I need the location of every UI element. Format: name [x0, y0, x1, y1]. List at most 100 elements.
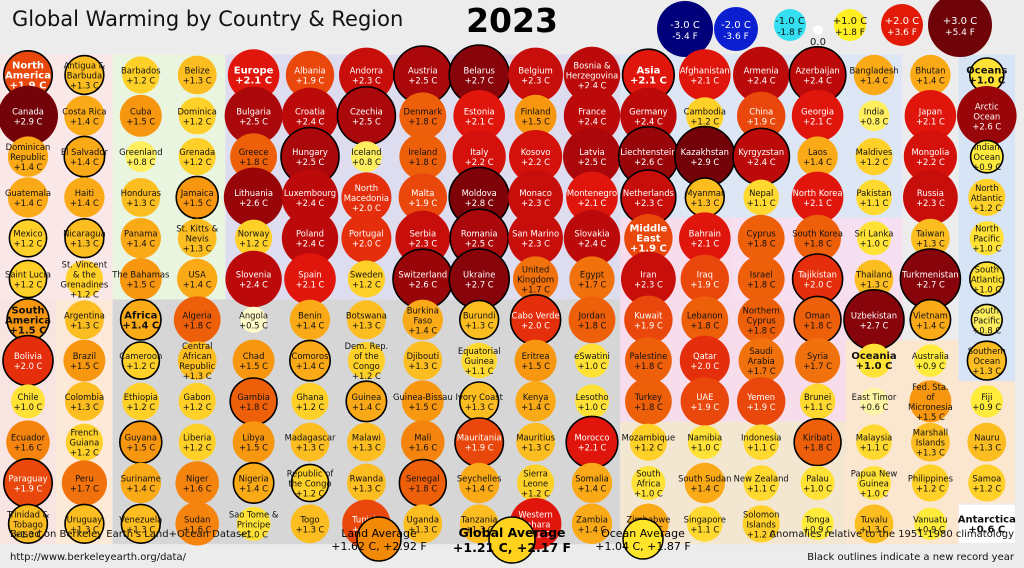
bubble-greenland: Greenland+0.8 C [119, 141, 163, 173]
bubble-circle [856, 424, 892, 461]
bubble-circle [968, 178, 1006, 216]
bubble-label: Sri Lanka [855, 229, 894, 239]
bubble-label: Bosnia & [573, 61, 611, 71]
bubble-label: Bahrain [689, 229, 721, 239]
bubble-afghanistan: Afghanistan+2.1 C [679, 49, 731, 101]
legend-circle [881, 4, 923, 46]
bubble-label: Brazil [73, 351, 96, 361]
bubble-value: +1.0 C [803, 484, 832, 494]
bubble-label: Croatia [295, 106, 325, 116]
bubble-tuvalu: Tuvalu+1.3 C [854, 504, 894, 544]
bubble-circle [914, 507, 947, 540]
bubble-new-zealand: New Zealand+1.1 C [734, 465, 789, 501]
bubble-label: Ocean [973, 152, 1000, 162]
bubble-value: +1.4 C [690, 484, 719, 494]
bubble-label: Afghanistan [680, 66, 730, 76]
bubble-circle [351, 141, 382, 173]
bubble-label: Italy [470, 147, 488, 157]
bubble-mozambique: Mozambique+1.2 C [622, 423, 675, 461]
bubble-gabon: Gabon+1.2 C [178, 382, 216, 420]
bubble-dominica: Dominica+1.2 C [177, 97, 217, 135]
bubble-label: Papua New [851, 469, 898, 479]
bubble-label: Africa [124, 310, 157, 321]
bubble-label: Qatar [693, 351, 717, 361]
legend-circle [657, 1, 713, 57]
bubble-nepal: Nepal+1.1 C [743, 179, 779, 216]
bubble-value: +0.8 C [126, 157, 155, 167]
bubble-turkey: Turkey+1.8 C [625, 378, 672, 425]
bubble-circle [733, 46, 790, 104]
bubble-value: +1.4 C [70, 198, 99, 208]
bubble-label: Netherlands [623, 188, 674, 198]
bubble-circle [177, 218, 217, 258]
bubble-label: Chad [243, 351, 265, 361]
bubble-costa-rica: Costa Rica+1.4 C [62, 95, 107, 136]
bubble-value: +1.3 C [14, 529, 43, 539]
bubble-mexico: Mexico+1.2 C [8, 218, 48, 258]
bubble-label: Algeria [182, 310, 211, 320]
bubble-label: Luxembourg [284, 188, 336, 198]
bubble-value: +1.0 C [860, 239, 889, 249]
bubble-palestine: Palestine+1.8 C [625, 337, 672, 384]
bubble-label: Ireland [408, 147, 437, 157]
bubble-syria: Syria+1.7 C [795, 338, 841, 384]
bubble-circle [178, 423, 216, 461]
bubble-value: +2.7 C [860, 320, 889, 330]
bubble-label: Sudan [184, 514, 210, 524]
bubble-label: Central [182, 341, 213, 351]
bubble-value: +1.3 C [408, 524, 437, 534]
bubble-guinea-bissau: Guinea-Bissau+1.5 C [393, 380, 453, 423]
bubble-label: Venezuela [119, 514, 162, 524]
legend-fahrenheit: +3.6 F [887, 28, 917, 38]
bubble-label: & the [73, 270, 96, 280]
bubble-circle [680, 254, 729, 304]
bubble-value: +1.3 C [860, 524, 889, 534]
bubble-label: Comoros [291, 351, 328, 361]
bubble-label: Atlantic [971, 275, 1003, 285]
bubble-circle [508, 210, 563, 266]
bubble-label: Paraguay [8, 474, 47, 484]
bubble-label: Laos [808, 147, 827, 157]
bubble-label: Slovenia [236, 270, 272, 280]
bubble-circle [568, 296, 616, 344]
bubble-benin: Benin+1.4 C [289, 299, 331, 340]
bubble-sweden: Sweden+1.2 C [347, 260, 385, 298]
bubble-circle [121, 341, 161, 381]
bubble-label: Maldives [856, 147, 893, 157]
bubble-label: Oceans [966, 66, 1007, 77]
bubble-label: Guinea-Bissau [393, 392, 453, 402]
bubble-china: China+1.9 C [737, 91, 786, 140]
bubble-circle [122, 382, 160, 420]
bubble-circle [794, 214, 841, 262]
legend-swatch-1: -2.0 C-3.6 F [714, 7, 758, 51]
bubble-value: +1.8 C [634, 402, 663, 412]
bubble-circle [800, 466, 835, 500]
bubble-tanzania: Tanzania+1.3 C [459, 504, 499, 544]
bubble-paraguay: Paraguay+1.9 C [2, 457, 54, 508]
bubble-value: +2.4 C [803, 76, 832, 86]
bubble-algeria: Algeria+1.8 C [173, 296, 221, 344]
bubble-value: +0.6 C [968, 524, 1005, 535]
bubble-value: +2.9 C [14, 116, 43, 126]
bubble-circle [240, 306, 267, 333]
bubble-slovakia: Slovakia+2.4 C [563, 210, 621, 267]
bubble-kiribati: Kiribati+1.8 C [793, 418, 842, 467]
bubble-samoa: Samoa+1.2 C [968, 464, 1006, 502]
legend-celsius: -1.0 C [775, 16, 805, 27]
bubble-spain: Spain+2.1 C [284, 253, 336, 305]
bubble-value: +2.1 C [916, 116, 945, 126]
bubble-value: +1.4 C [70, 116, 99, 126]
footer: Based on Berkeley Earth's Land+Ocean Dat… [10, 516, 1015, 564]
bubble-zambia: Zambia+1.4 C [571, 503, 613, 544]
bubble-label: Portugal [349, 229, 384, 239]
bubble-value: +1.3 C [70, 402, 99, 412]
bubble-label: South Sudan [678, 474, 731, 484]
legend-celsius: +2.0 C [885, 16, 919, 27]
bubble-hungary: Hungary+2.5 C [280, 126, 340, 187]
bubble-circle [857, 343, 891, 378]
